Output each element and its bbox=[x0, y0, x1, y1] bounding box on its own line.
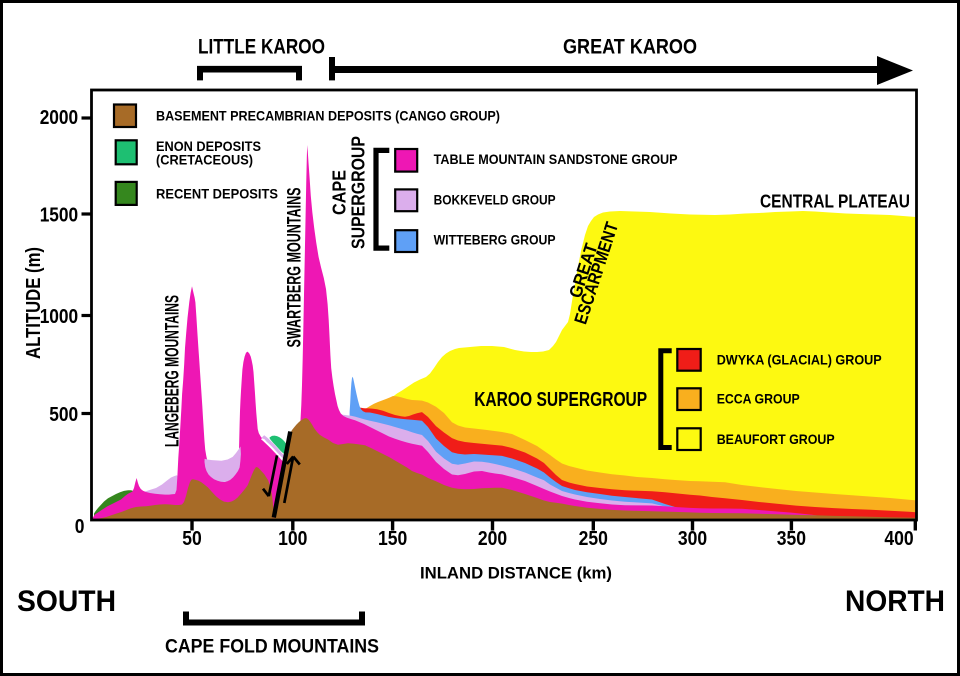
svg-text:KAROO SUPERGROUP: KAROO SUPERGROUP bbox=[474, 389, 647, 411]
svg-text:500: 500 bbox=[49, 404, 78, 426]
svg-text:LITTLE KAROO: LITTLE KAROO bbox=[198, 36, 325, 59]
svg-text:150: 150 bbox=[378, 528, 407, 550]
svg-text:250: 250 bbox=[579, 528, 608, 550]
svg-text:BASEMENT PRECAMBRIAN DEPOSITS: BASEMENT PRECAMBRIAN DEPOSITS (CANGO GRO… bbox=[156, 107, 500, 123]
svg-text:200: 200 bbox=[478, 528, 507, 550]
svg-text:WITTEBERG GROUP: WITTEBERG GROUP bbox=[434, 232, 556, 248]
svg-text:CENTRAL PLATEAU: CENTRAL PLATEAU bbox=[760, 192, 910, 212]
svg-text:1500: 1500 bbox=[40, 204, 79, 226]
svg-text:TABLE MOUNTAIN SANDSTONE GROUP: TABLE MOUNTAIN SANDSTONE GROUP bbox=[434, 151, 678, 167]
svg-text:50: 50 bbox=[182, 528, 202, 550]
svg-text:CAPE FOLD MOUNTAINS: CAPE FOLD MOUNTAINS bbox=[165, 637, 379, 658]
svg-text:(CRETACEOUS): (CRETACEOUS) bbox=[156, 152, 253, 168]
svg-text:CAPE: CAPE bbox=[330, 170, 350, 215]
svg-text:2000: 2000 bbox=[40, 107, 79, 129]
svg-text:ECCA GROUP: ECCA GROUP bbox=[717, 390, 800, 406]
svg-text:DWYKA (GLACIAL) GROUP: DWYKA (GLACIAL) GROUP bbox=[717, 351, 882, 367]
svg-text:0: 0 bbox=[75, 516, 85, 538]
svg-text:NORTH: NORTH bbox=[845, 585, 945, 618]
svg-text:SOUTH: SOUTH bbox=[17, 585, 116, 618]
svg-text:300: 300 bbox=[678, 528, 707, 550]
svg-text:GREAT KAROO: GREAT KAROO bbox=[563, 36, 697, 59]
svg-text:SWARTBERG MOUNTAINS: SWARTBERG MOUNTAINS bbox=[285, 188, 306, 348]
svg-text:350: 350 bbox=[777, 528, 806, 550]
svg-text:ALTITUDE (m): ALTITUDE (m) bbox=[23, 247, 45, 359]
svg-text:400: 400 bbox=[884, 528, 913, 550]
svg-text:100: 100 bbox=[278, 528, 307, 550]
svg-text:1000: 1000 bbox=[40, 306, 79, 328]
svg-text:INLAND DISTANCE (km): INLAND DISTANCE (km) bbox=[420, 564, 612, 583]
svg-text:BEAUFORT GROUP: BEAUFORT GROUP bbox=[717, 431, 835, 447]
svg-text:ENON DEPOSITS: ENON DEPOSITS bbox=[156, 138, 261, 154]
svg-text:RECENT DEPOSITS: RECENT DEPOSITS bbox=[156, 186, 278, 202]
svg-text:BOKKEVELD GROUP: BOKKEVELD GROUP bbox=[434, 192, 556, 208]
svg-text:SUPERGROUP: SUPERGROUP bbox=[349, 136, 369, 249]
svg-text:LANGEBERG MOUNTAINS: LANGEBERG MOUNTAINS bbox=[163, 295, 184, 447]
